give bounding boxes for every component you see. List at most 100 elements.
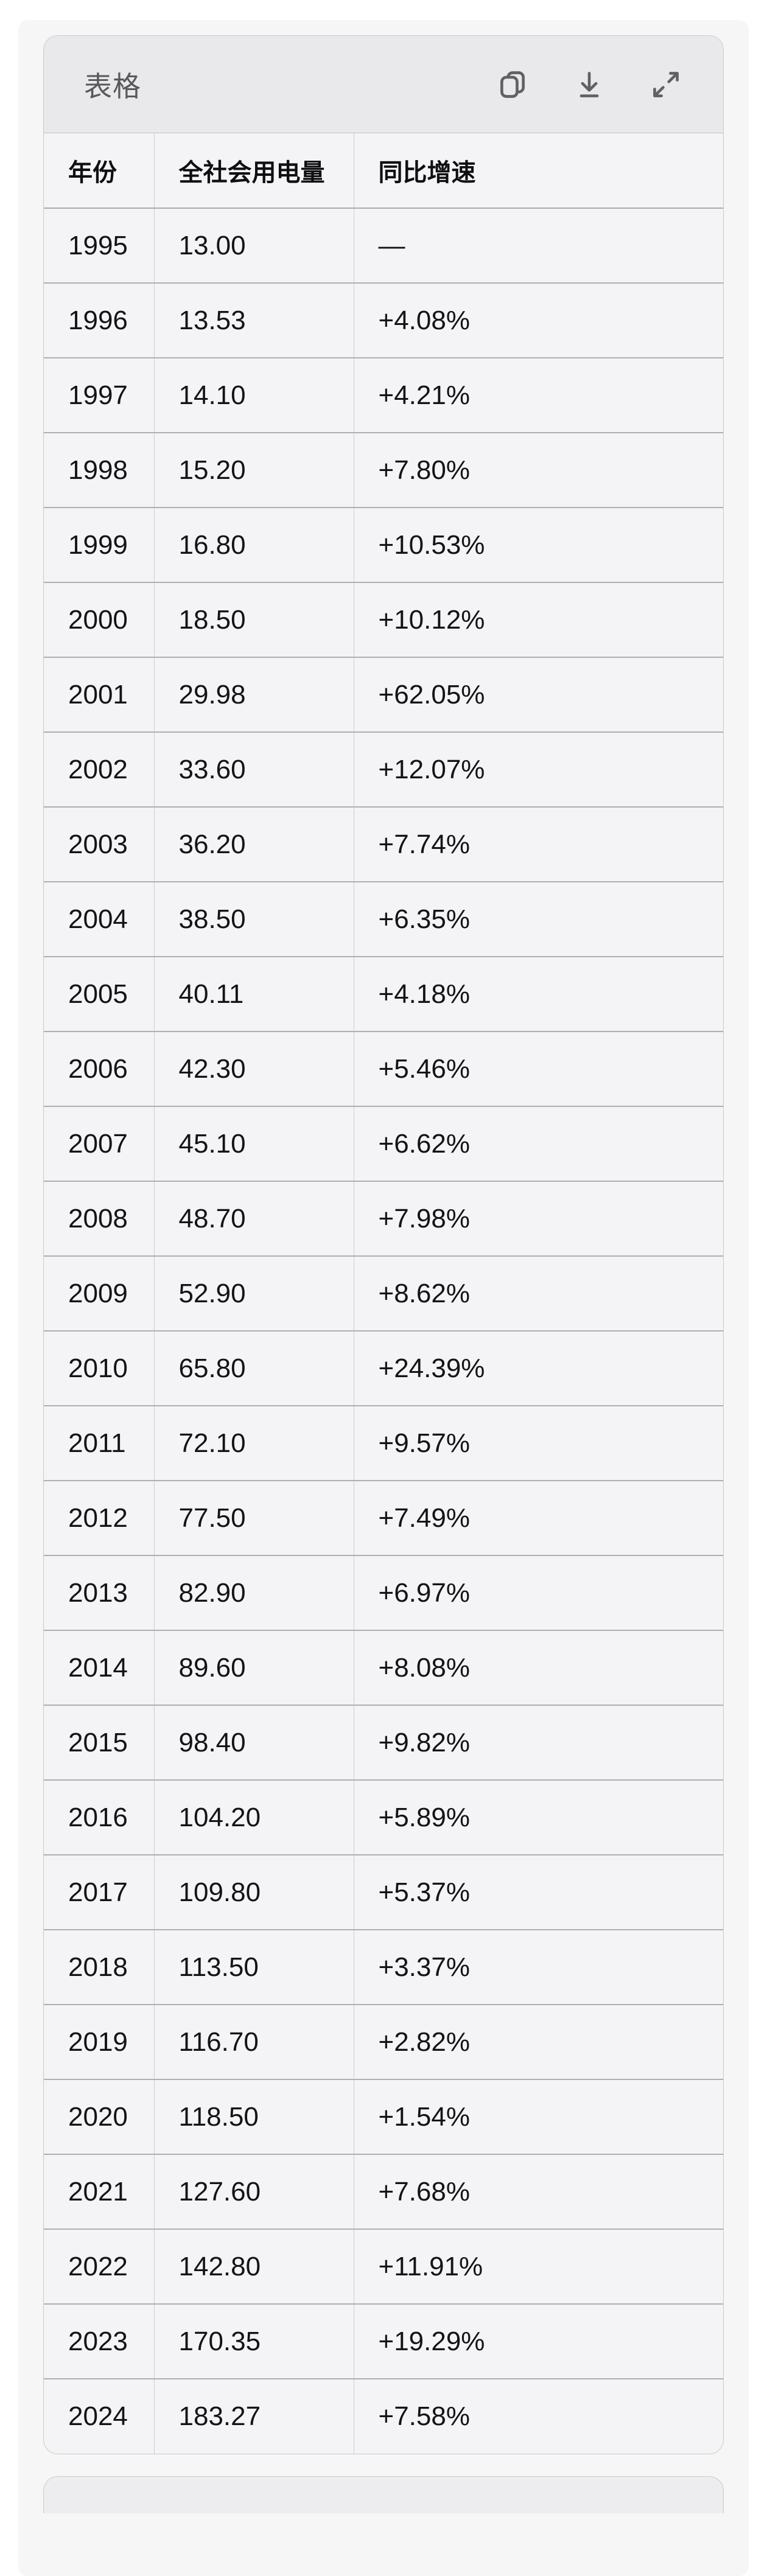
consumption-cell: 183.27 (154, 2378, 354, 2454)
growth-cell: +7.80% (354, 432, 723, 508)
consumption-cell: 13.00 (154, 208, 354, 283)
column-header: 同比增速 (354, 133, 723, 209)
consumption-cell: 15.20 (154, 432, 354, 508)
table-row: 2017 109.80 +5.37% (44, 1854, 723, 1930)
growth-cell: +6.35% (354, 881, 723, 957)
consumption-cell: 127.60 (154, 2154, 354, 2229)
year-cell: 2008 (44, 1181, 155, 1256)
consumption-cell: 109.80 (154, 1854, 354, 1930)
growth-cell: +5.89% (354, 1779, 723, 1855)
expand-button[interactable] (649, 68, 683, 102)
growth-cell: +8.08% (354, 1630, 723, 1705)
table-row: 1998 15.20 +7.80% (44, 432, 723, 508)
growth-cell: +4.18% (354, 956, 723, 1031)
table-row: 2011 72.10 +9.57% (44, 1405, 723, 1481)
consumption-cell: 116.70 (154, 2004, 354, 2079)
table-row: 2016 104.20 +5.89% (44, 1779, 723, 1855)
table-row: 2008 48.70 +7.98% (44, 1181, 723, 1256)
table-row: 2019 116.70 +2.82% (44, 2004, 723, 2079)
year-cell: 1996 (44, 282, 155, 358)
copy-button[interactable] (496, 68, 530, 102)
table-row: 2007 45.10 +6.62% (44, 1106, 723, 1181)
consumption-cell: 42.30 (154, 1031, 354, 1106)
table-row: 2009 52.90 +8.62% (44, 1255, 723, 1331)
consumption-cell: 89.60 (154, 1630, 354, 1705)
growth-cell: +11.91% (354, 2229, 723, 2304)
growth-cell: +4.08% (354, 282, 723, 358)
consumption-cell: 29.98 (154, 657, 354, 732)
table-row: 1996 13.53 +4.08% (44, 282, 723, 358)
table-row: 1997 14.10 +4.21% (44, 357, 723, 433)
year-cell: 1999 (44, 507, 155, 582)
year-cell: 2016 (44, 1779, 155, 1855)
table-row: 2004 38.50 +6.35% (44, 881, 723, 957)
table-row: 1995 13.00 — (44, 208, 723, 283)
table-body: 1995 13.00—1996 13.53 +4.08% 1997 14.10 +4.21%… (44, 208, 723, 2454)
consumption-cell: 52.90 (154, 1255, 354, 1331)
consumption-cell: 77.50 (154, 1480, 354, 1555)
consumption-cell: 36.20 (154, 806, 354, 882)
table-row: 2023 170.35 +19.29% (44, 2303, 723, 2379)
growth-cell: +8.62% (354, 1255, 723, 1331)
growth-cell: +7.98% (354, 1181, 723, 1256)
consumption-cell: 82.90 (154, 1555, 354, 1630)
growth-cell: +9.82% (354, 1705, 723, 1780)
table-row: 2013 82.90 +6.97% (44, 1555, 723, 1630)
table-row: 2002 33.60 +12.07% (44, 731, 723, 807)
growth-cell: +1.54% (354, 2079, 723, 2154)
consumption-cell: 38.50 (154, 881, 354, 957)
year-cell: 2024 (44, 2378, 155, 2454)
growth-cell: +6.62% (354, 1106, 723, 1181)
column-header: 年份 (44, 133, 155, 209)
consumption-cell: 40.11 (154, 956, 354, 1031)
consumption-cell: 98.40 (154, 1705, 354, 1780)
table-row: 2003 36.20 +7.74% (44, 806, 723, 882)
download-icon (573, 69, 605, 100)
consumption-cell: 170.35 (154, 2303, 354, 2379)
table-row: 2010 65.80 +24.39% (44, 1330, 723, 1406)
year-cell: 2012 (44, 1480, 155, 1555)
growth-cell: +10.53% (354, 507, 723, 582)
growth-cell: +9.57% (354, 1405, 723, 1481)
consumption-cell: 118.50 (154, 2079, 354, 2154)
growth-cell: +5.37% (354, 1854, 723, 1930)
consumption-cell: 14.10 (154, 357, 354, 433)
table-row: 2024 183.27 +7.58% (44, 2378, 723, 2454)
table-row: 2021 127.60 +7.68% (44, 2154, 723, 2229)
year-cell: 2005 (44, 956, 155, 1031)
year-cell: 2006 (44, 1031, 155, 1106)
year-cell: 2011 (44, 1405, 155, 1481)
year-cell: 2007 (44, 1106, 155, 1181)
growth-cell: +4.21% (354, 357, 723, 433)
year-cell: 2004 (44, 881, 155, 957)
copy-icon (497, 69, 528, 100)
table-row: 2005 40.11 +4.18% (44, 956, 723, 1031)
table-row: 1999 16.80 +10.53% (44, 507, 723, 582)
growth-cell: +24.39% (354, 1330, 723, 1406)
table-row: 2018 113.50 +3.37% (44, 1929, 723, 2005)
table-row: 2006 42.30 +5.46% (44, 1031, 723, 1106)
year-cell: 2009 (44, 1255, 155, 1331)
year-cell: 2018 (44, 1929, 155, 2005)
year-cell: 1995 (44, 208, 155, 283)
growth-cell: +62.05% (354, 657, 723, 732)
year-cell: 2001 (44, 657, 155, 732)
table-row: 2012 77.50 +7.49% (44, 1480, 723, 1555)
table-row: 2014 89.60 +8.08% (44, 1630, 723, 1705)
growth-cell: +7.58% (354, 2378, 723, 2454)
table-header-row: 年份 全社会用电量 同比增速 (44, 133, 723, 209)
download-button[interactable] (572, 68, 606, 102)
table-card: 表格 (43, 35, 724, 2454)
content-panel: 表格 (18, 20, 749, 2576)
year-cell: 2022 (44, 2229, 155, 2304)
year-cell: 2017 (44, 1854, 155, 1930)
data-table: 年份 全社会用电量 同比增速 1995 13.00—1996 13.53 +4.08% 19… (44, 133, 723, 2454)
year-cell: 2019 (44, 2004, 155, 2079)
table-row: 2000 18.50 +10.12% (44, 582, 723, 657)
table-row: 2015 98.40 +9.82% (44, 1705, 723, 1780)
growth-cell: +2.82% (354, 2004, 723, 2079)
growth-cell: +3.37% (354, 1929, 723, 2005)
year-cell: 1998 (44, 432, 155, 508)
growth-cell: +6.97% (354, 1555, 723, 1630)
growth-cell: +12.07% (354, 731, 723, 807)
